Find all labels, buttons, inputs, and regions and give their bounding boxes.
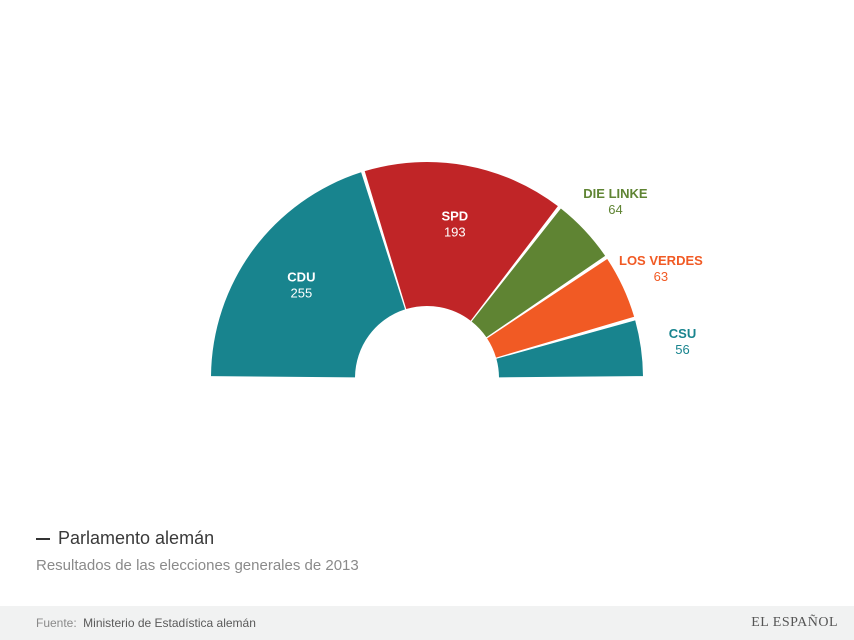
chart-svg: CDU255 SPD193 DIE LINKE64 LOS VERDES63 CSU56 — [0, 0, 854, 510]
slice-label-value: 63 — [654, 269, 668, 284]
source-label: Fuente: — [36, 616, 77, 630]
legend-key-line — [36, 538, 50, 540]
brand-logo: EL ESPAÑOL — [751, 615, 838, 631]
page: CDU255 SPD193 DIE LINKE64 LOS VERDES63 CSU56… — [0, 0, 854, 640]
footer-bar: Fuente: Ministerio de Estadística alemán… — [0, 606, 854, 640]
legend-subtitle: Resultados de las elecciones generales d… — [36, 557, 359, 574]
slice-label-value: 56 — [675, 342, 689, 357]
slice-label-value: 193 — [444, 224, 466, 239]
slice-label-name: CSU — [669, 326, 696, 341]
parliament-chart: CDU255 SPD193 DIE LINKE64 LOS VERDES63 CSU56 — [0, 0, 854, 510]
source-text: Ministerio de Estadística alemán — [83, 616, 256, 630]
slice-label-name: LOS VERDES — [619, 253, 703, 268]
source: Fuente: Ministerio de Estadística alemán — [36, 614, 256, 632]
legend-row: Parlamento alemán — [36, 528, 359, 549]
slice-label-name: SPD — [441, 208, 468, 223]
slice-label-name: DIE LINKE — [583, 186, 648, 201]
legend: Parlamento alemán Resultados de las elec… — [36, 528, 359, 574]
slice-label-value: 64 — [608, 202, 622, 217]
slice-label-name: CDU — [287, 269, 315, 284]
legend-title: Parlamento alemán — [58, 528, 214, 549]
slice-label-value: 255 — [291, 285, 313, 300]
